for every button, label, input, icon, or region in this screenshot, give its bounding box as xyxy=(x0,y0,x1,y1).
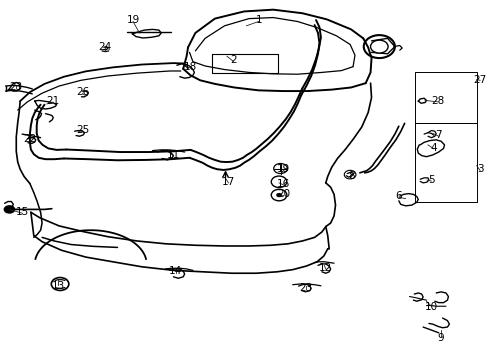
Text: 19: 19 xyxy=(277,164,290,174)
Text: 14: 14 xyxy=(169,266,182,276)
Text: 20: 20 xyxy=(277,189,290,199)
Text: 6: 6 xyxy=(395,191,401,201)
Text: 15: 15 xyxy=(16,207,29,217)
Text: 28: 28 xyxy=(430,96,444,106)
Text: 11: 11 xyxy=(166,150,180,160)
Text: 1: 1 xyxy=(255,15,262,26)
Text: 4: 4 xyxy=(429,143,436,153)
Text: 5: 5 xyxy=(427,175,434,185)
Text: 23: 23 xyxy=(10,82,23,92)
Text: 7: 7 xyxy=(434,130,441,140)
Text: 26: 26 xyxy=(76,87,89,97)
Text: 2: 2 xyxy=(229,55,236,65)
Text: 17: 17 xyxy=(222,177,235,187)
Circle shape xyxy=(370,40,387,53)
Text: 24: 24 xyxy=(99,42,112,52)
Text: 8: 8 xyxy=(347,171,354,181)
Text: 27: 27 xyxy=(472,75,486,85)
Text: 16: 16 xyxy=(276,179,289,189)
Text: 3: 3 xyxy=(476,164,483,174)
Circle shape xyxy=(276,193,282,197)
Text: 18: 18 xyxy=(183,62,197,72)
Text: 19: 19 xyxy=(126,15,140,26)
Text: 13: 13 xyxy=(51,281,64,291)
Text: 25: 25 xyxy=(76,125,89,135)
Text: 22: 22 xyxy=(23,134,37,144)
Text: 23: 23 xyxy=(299,283,312,293)
Text: 21: 21 xyxy=(46,96,60,106)
Text: 9: 9 xyxy=(437,333,444,343)
Text: 10: 10 xyxy=(424,302,437,312)
Text: 12: 12 xyxy=(319,263,332,273)
Circle shape xyxy=(3,205,15,214)
